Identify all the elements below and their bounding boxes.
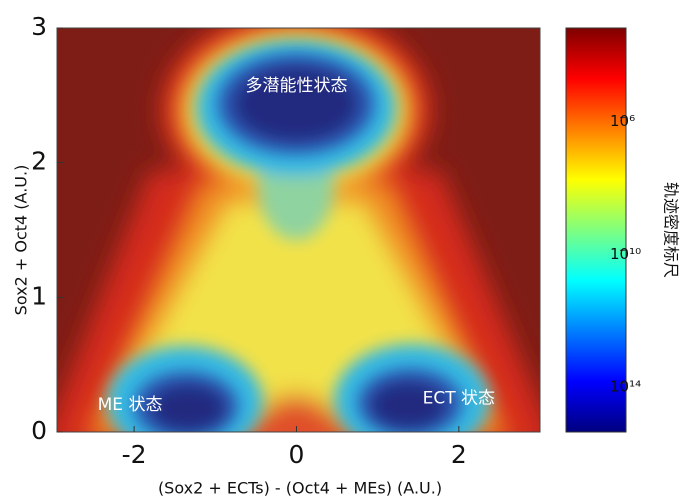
y-axis-label: Sox2 + Oct4 (A.U.)	[12, 165, 31, 316]
x-tick-label: 0	[289, 440, 305, 469]
colorbar-tick-label: 10⁶	[610, 112, 635, 130]
annotation: 多潜能性状态	[245, 76, 347, 96]
colorbar-label: 轨迹密度标尺	[662, 182, 681, 278]
y-tick-label: 2	[31, 147, 47, 176]
x-tick-label: -2	[122, 440, 147, 469]
y-tick-label: 0	[31, 416, 47, 445]
x-axis-label: (Sox2 + ECTs) - (Oct4 + MEs) (A.U.)	[158, 479, 442, 498]
annotation: ECT 状态	[423, 388, 495, 408]
plot-frame	[56, 27, 541, 433]
annotation: ME 状态	[98, 395, 163, 415]
density-field	[57, 28, 540, 432]
colorbar-tick-label: 10¹⁴	[610, 377, 641, 395]
x-tick-label: 2	[451, 440, 467, 469]
colorbar	[565, 27, 627, 433]
colorbar-tick-label: 10¹⁰	[610, 245, 641, 263]
y-tick-label: 3	[31, 12, 47, 41]
y-tick-label: 1	[31, 281, 47, 310]
